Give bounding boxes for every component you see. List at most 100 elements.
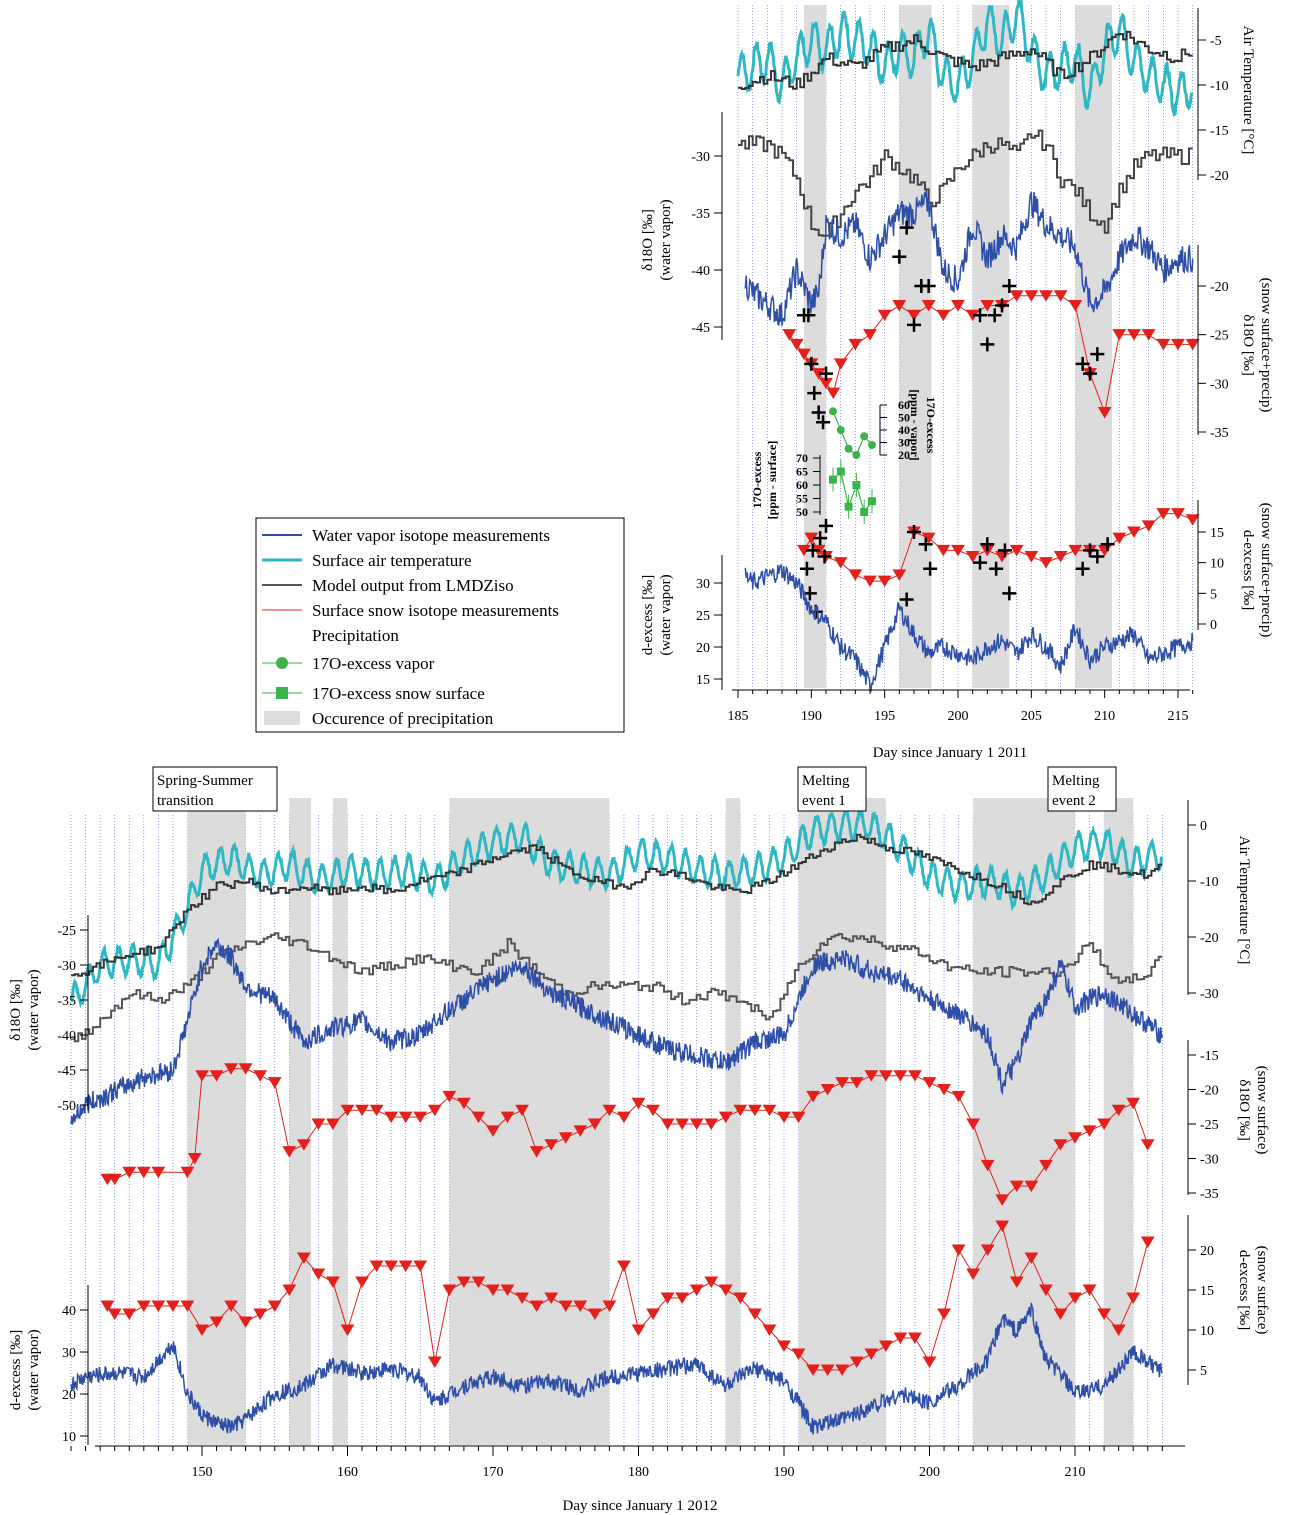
top-snow-d18o-marker xyxy=(907,309,921,322)
top-precip-dex-marker xyxy=(805,543,820,558)
top-snow-dex-marker xyxy=(1053,551,1068,563)
top-precip-dex-marker xyxy=(819,518,833,533)
bottom-snow-dex-marker xyxy=(849,1356,864,1368)
top-precip-dex-marker xyxy=(899,592,914,607)
bottom-snow-dex-marker xyxy=(1068,1292,1082,1304)
bottom-snow-dex-marker xyxy=(558,1300,573,1312)
bottom-snow-d18o-marker xyxy=(369,1104,384,1117)
bottom-snow-dex-marker xyxy=(326,1276,340,1288)
top-precip-dex-marker xyxy=(1075,561,1090,576)
bottom-d18o-vapor-axis-tick-label: -40 xyxy=(57,1029,76,1044)
top-snow-dex-marker xyxy=(877,575,892,588)
bottom-snow-dex-marker xyxy=(951,1244,966,1256)
top-d18o-snow-axis-tick-label: -30 xyxy=(1210,377,1229,392)
precip-period xyxy=(973,798,1075,1445)
bottom-snow-dex-marker xyxy=(762,1324,777,1336)
bottom-snow-d18o-marker xyxy=(136,1166,151,1179)
annotation-spring-line2: transition xyxy=(157,793,214,809)
bottom-air-temp-label: Air Temperature [°C] xyxy=(1236,836,1252,965)
legend-label: Surface snow isotope measurements xyxy=(312,601,559,620)
bottom-dex-snow-axis-tick-label: 5 xyxy=(1200,1364,1207,1379)
bottom-snow-dex-marker xyxy=(122,1308,137,1320)
bottom-snow-dex-marker xyxy=(1111,1324,1126,1336)
bottom-air-temp-axis-tick-label: -30 xyxy=(1200,987,1219,1002)
top-snow-d18o-marker xyxy=(1039,290,1053,302)
bottom-snow-d18o-marker xyxy=(748,1104,762,1117)
bottom-model-temp-line xyxy=(71,833,1163,977)
bottom-snow-d18o-marker xyxy=(646,1104,660,1117)
bottom-snow-d18o-marker xyxy=(122,1166,137,1179)
legend-symbol-shade xyxy=(264,711,300,725)
bottom-snow-d18o-marker xyxy=(471,1111,486,1124)
bottom-snow-dex-marker xyxy=(166,1300,180,1312)
bottom-snow-dex-marker xyxy=(442,1284,457,1296)
top-precip-dex-marker xyxy=(997,543,1012,558)
bottom-snow-d18o-marker xyxy=(267,1077,282,1089)
precip-period xyxy=(899,5,932,688)
annotation-spring-line1: Spring-Summer xyxy=(157,773,253,789)
legend-box xyxy=(255,517,625,733)
top-dex-snow-axis-tick-label: 5 xyxy=(1210,587,1217,602)
bottom-d18o-vapor-sub: (water vapor) xyxy=(26,969,42,1050)
bottom-snow-dex-marker xyxy=(180,1300,195,1312)
bottom-dex-snow-axis-tick-label: 20 xyxy=(1200,1244,1214,1259)
bottom-snow-d18o-marker xyxy=(980,1159,995,1172)
o17-vapor-marker xyxy=(868,441,876,449)
bottom-snow-d18o-marker xyxy=(195,1070,209,1082)
top-precip-dex-marker xyxy=(799,561,814,576)
bottom-snow-dex-marker xyxy=(791,1348,806,1360)
top-dex-snow-sub: (snow surface+precip) xyxy=(1258,503,1274,638)
top-precip-dex-marker xyxy=(1083,543,1097,558)
top-snow-dex-marker xyxy=(1185,514,1200,526)
bottom-snow-d18o-marker xyxy=(544,1139,559,1151)
bottom-snow-dex-marker xyxy=(100,1300,115,1312)
top-snow-dex-marker xyxy=(1024,551,1039,563)
bottom-snow-d18o-marker xyxy=(486,1125,500,1137)
top-precip-dex-marker xyxy=(989,561,1004,576)
bottom-vapor-dex-line xyxy=(70,1302,1163,1435)
bottom-snow-dex-marker xyxy=(500,1284,515,1296)
top-precip-d18o-marker xyxy=(1075,356,1090,371)
precip-period xyxy=(798,798,886,1445)
bottom-snow-dex-marker xyxy=(471,1276,486,1288)
bottom-x-tick-label: 160 xyxy=(337,1465,358,1480)
top-precip-d18o-marker xyxy=(801,308,816,323)
top-snow-d18o-marker xyxy=(892,299,907,312)
top-precip-dex-marker xyxy=(980,537,995,552)
top-precip-dex-marker xyxy=(923,561,938,576)
bottom-snow-d18o-marker xyxy=(908,1070,922,1082)
top-precip-d18o-marker xyxy=(816,415,831,430)
top-d18o-vapor-sub: (water vapor) xyxy=(658,199,674,280)
top-precip-d18o-marker xyxy=(907,317,921,332)
bottom-vapor-d18o-line xyxy=(70,937,1164,1125)
top-snow-d18o-marker xyxy=(826,387,841,400)
bottom-snow-dex-marker xyxy=(835,1364,850,1376)
o17-surf-sub: [ppm - surface] xyxy=(765,441,779,520)
top-snow-d18o-marker xyxy=(782,329,797,341)
bottom-snow-dex-marker xyxy=(369,1260,384,1272)
top-precip-d18o-marker xyxy=(995,298,1009,313)
bottom-snow-dex-marker xyxy=(660,1292,675,1304)
annotation-melt1-line2: event 1 xyxy=(802,793,846,809)
bottom-snow-d18o-marker xyxy=(253,1070,268,1082)
bottom-snow-d18o-marker xyxy=(893,1070,908,1082)
top-dex-vapor-axis-tick-label: 30 xyxy=(696,577,710,592)
bottom-snow-dex-marker xyxy=(718,1284,733,1296)
top-precip-dex-marker xyxy=(813,531,828,546)
bottom-snow-d18o-marker xyxy=(951,1090,966,1103)
top-precip-dex-marker xyxy=(907,525,921,539)
o17-surf-marker xyxy=(860,508,869,516)
bottom-d18o-snow-sub: (snow surface) xyxy=(1254,1066,1270,1155)
bottom-snow-d18o-marker xyxy=(1126,1097,1141,1110)
bottom-dex-snow-axis-tick-label: 10 xyxy=(1200,1324,1214,1339)
bottom-snow-d18o-marker xyxy=(762,1104,777,1117)
top-precip-dex-marker xyxy=(1090,549,1105,564)
top-dex-vapor-sub: (water vapor) xyxy=(658,574,674,655)
top-snow-d18o-marker xyxy=(863,329,877,341)
o17-surf-marker xyxy=(844,502,853,511)
bottom-snow-dex-marker xyxy=(1140,1236,1155,1248)
bottom-snow-d18o-marker xyxy=(937,1084,951,1096)
precip-period xyxy=(725,798,741,1445)
bottom-snow-dex-marker xyxy=(587,1308,602,1320)
bottom-snow-d18o-marker xyxy=(573,1125,588,1137)
